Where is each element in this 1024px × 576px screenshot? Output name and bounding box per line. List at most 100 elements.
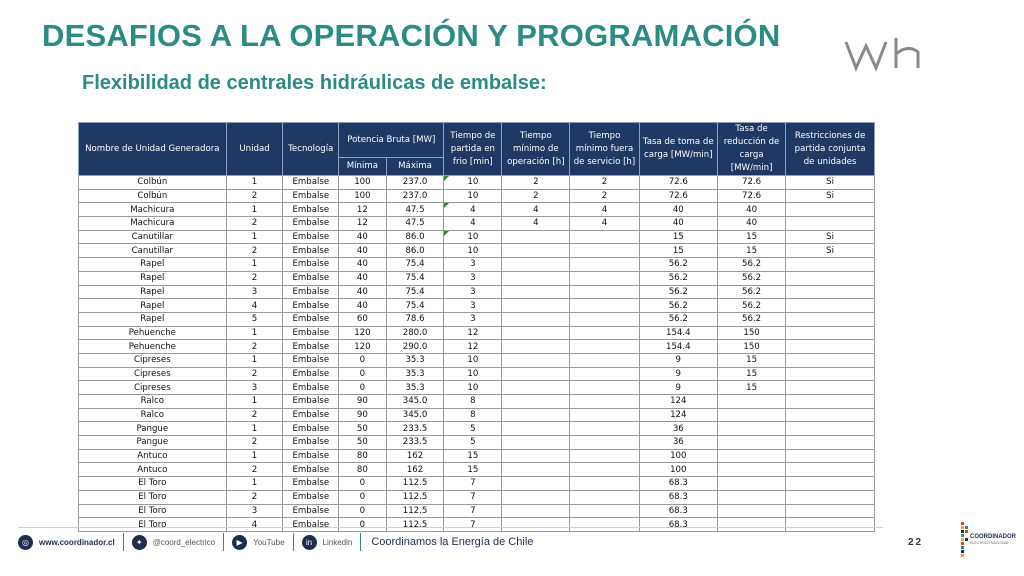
table-cell: 112.5 (385, 489, 445, 505)
table-cell (785, 476, 875, 491)
table-cell: 3 (443, 284, 503, 300)
table-cell: 40 (338, 284, 387, 300)
table-cell (785, 462, 875, 478)
table-cell: 237.0 (385, 188, 445, 204)
table-cell: 9 (638, 366, 719, 382)
table-cell (785, 339, 875, 354)
table-cell: 40 (638, 202, 719, 218)
page-subtitle: Flexibilidad de centrales hidráulicas de… (82, 72, 547, 94)
footer: ◎ www.coordinador.cl ✦ @coord_electrico … (18, 532, 533, 552)
table-row: Canutillar 2 Embalse 40 86.0 10 15 15 Si (78, 243, 875, 259)
table-cell (717, 394, 787, 409)
footer-youtube-link[interactable]: ▶ YouTube (232, 532, 285, 552)
table-cell: 90 (338, 407, 387, 423)
table-cell: 10 (443, 352, 503, 368)
table-cell (569, 503, 640, 519)
table-cell (785, 202, 875, 218)
table-row: Pangue 1 Embalse 50 233.5 5 36 (78, 421, 875, 437)
footer-twitter-link[interactable]: ✦ @coord_electrico (131, 532, 215, 552)
table-row: Pehuenche 1 Embalse 120 280.0 12 154.4 150 (78, 325, 875, 341)
table-cell: 12 (443, 325, 503, 341)
table-cell: 345.0 (385, 394, 445, 409)
table-cell: Embalse (282, 216, 340, 231)
table-row: Rapel 1 Embalse 40 75.4 3 56.2 56.2 (78, 257, 875, 272)
table-cell: 2 (569, 188, 640, 204)
table-cell: 40 (338, 257, 387, 272)
table-cell: Machicura (78, 216, 227, 231)
table-cell: 3 (225, 380, 284, 395)
table-cell: 1 (225, 175, 284, 190)
table-cell (785, 435, 875, 450)
table-cell: 36 (638, 435, 719, 450)
table-cell: Embalse (282, 352, 340, 368)
table-cell: 8 (443, 394, 503, 409)
table-cell (717, 435, 787, 450)
table-cell: 40 (338, 243, 387, 259)
table-cell: Si (785, 229, 875, 245)
flexibility-table: Nombre de Unidad Generadora Unidad Tecno… (78, 121, 875, 532)
table-cell: 280.0 (385, 325, 445, 341)
table-cell: 3 (225, 284, 284, 300)
header-tiempo-min-op: Tiempo mínimo de operación [h] (501, 122, 571, 176)
table-cell (569, 421, 640, 437)
table-cell: 1 (225, 421, 284, 437)
table-cell: 15 (443, 462, 503, 478)
table-cell: 150 (717, 325, 787, 341)
footer-linkedin-link[interactable]: in Linkedin (301, 532, 353, 552)
wh-logo (844, 38, 920, 72)
table-cell: 3 (225, 503, 284, 519)
table-cell: Embalse (282, 339, 340, 354)
table-cell: Colbún (78, 175, 227, 190)
table-cell: 68.3 (638, 476, 719, 491)
table-cell (785, 407, 875, 423)
table-cell: Pangue (78, 421, 227, 437)
table-cell (785, 421, 875, 437)
table-cell: 100 (638, 448, 719, 464)
table-cell (569, 284, 640, 300)
table-cell (501, 366, 571, 382)
table-cell: Embalse (282, 448, 340, 464)
table-cell: Canutillar (78, 229, 227, 245)
table-cell (717, 448, 787, 464)
table-cell: 90 (338, 394, 387, 409)
table-row: Canutillar 1 Embalse 40 86.0 10 15 15 Si (78, 229, 875, 245)
table-cell: 237.0 (385, 175, 445, 190)
table-cell (717, 517, 787, 532)
table-cell: 72.6 (717, 188, 787, 204)
table-cell: Embalse (282, 407, 340, 423)
table-cell: Embalse (282, 284, 340, 300)
coordinador-logo-subtitle: ELÉCTRICO NACIONAL (970, 541, 1009, 545)
table-cell (501, 407, 571, 423)
table-cell (501, 339, 571, 354)
table-row: Pangue 2 Embalse 50 233.5 5 36 (78, 435, 875, 450)
table-cell: 56.2 (717, 257, 787, 272)
table-row: Colbún 2 Embalse 100 237.0 10 2 2 72.6 72.6 Si (78, 188, 875, 204)
table-cell (569, 311, 640, 327)
table-cell (717, 421, 787, 437)
table-cell: 50 (338, 421, 387, 437)
table-cell: 0 (338, 366, 387, 382)
table-cell: Embalse (282, 476, 340, 491)
table-cell: 56.2 (717, 298, 787, 313)
header-maxima: Máxima (385, 157, 445, 176)
footer-linkedin-text: Linkedin (322, 537, 353, 547)
table-cell (569, 229, 640, 245)
table-cell: 100 (338, 175, 387, 190)
table-cell: 0 (338, 503, 387, 519)
footer-slogan: Coordinamos la Energía de Chile (371, 536, 534, 548)
table-row: Ralco 1 Embalse 90 345.0 8 124 (78, 394, 875, 409)
table-row: Rapel 3 Embalse 40 75.4 3 56.2 56.2 (78, 284, 875, 300)
table-cell: 8 (443, 407, 503, 423)
footer-website-link[interactable]: ◎ www.coordinador.cl (18, 532, 115, 552)
table-cell: Pehuenche (78, 339, 227, 354)
table-cell: 7 (443, 476, 503, 491)
table-cell: 12 (338, 216, 387, 231)
table-cell: 35.3 (385, 366, 445, 382)
table-cell: 35.3 (385, 352, 445, 368)
table-cell: El Toro (78, 476, 227, 491)
table-cell (785, 448, 875, 464)
table-row: Colbún 1 Embalse 100 237.0 10 2 2 72.6 72.6 Si (78, 175, 875, 190)
table-cell: 5 (225, 311, 284, 327)
header-tiempo-min-fuera: Tiempo mínimo fuera de servicio [h] (569, 122, 640, 176)
table-cell (717, 489, 787, 505)
